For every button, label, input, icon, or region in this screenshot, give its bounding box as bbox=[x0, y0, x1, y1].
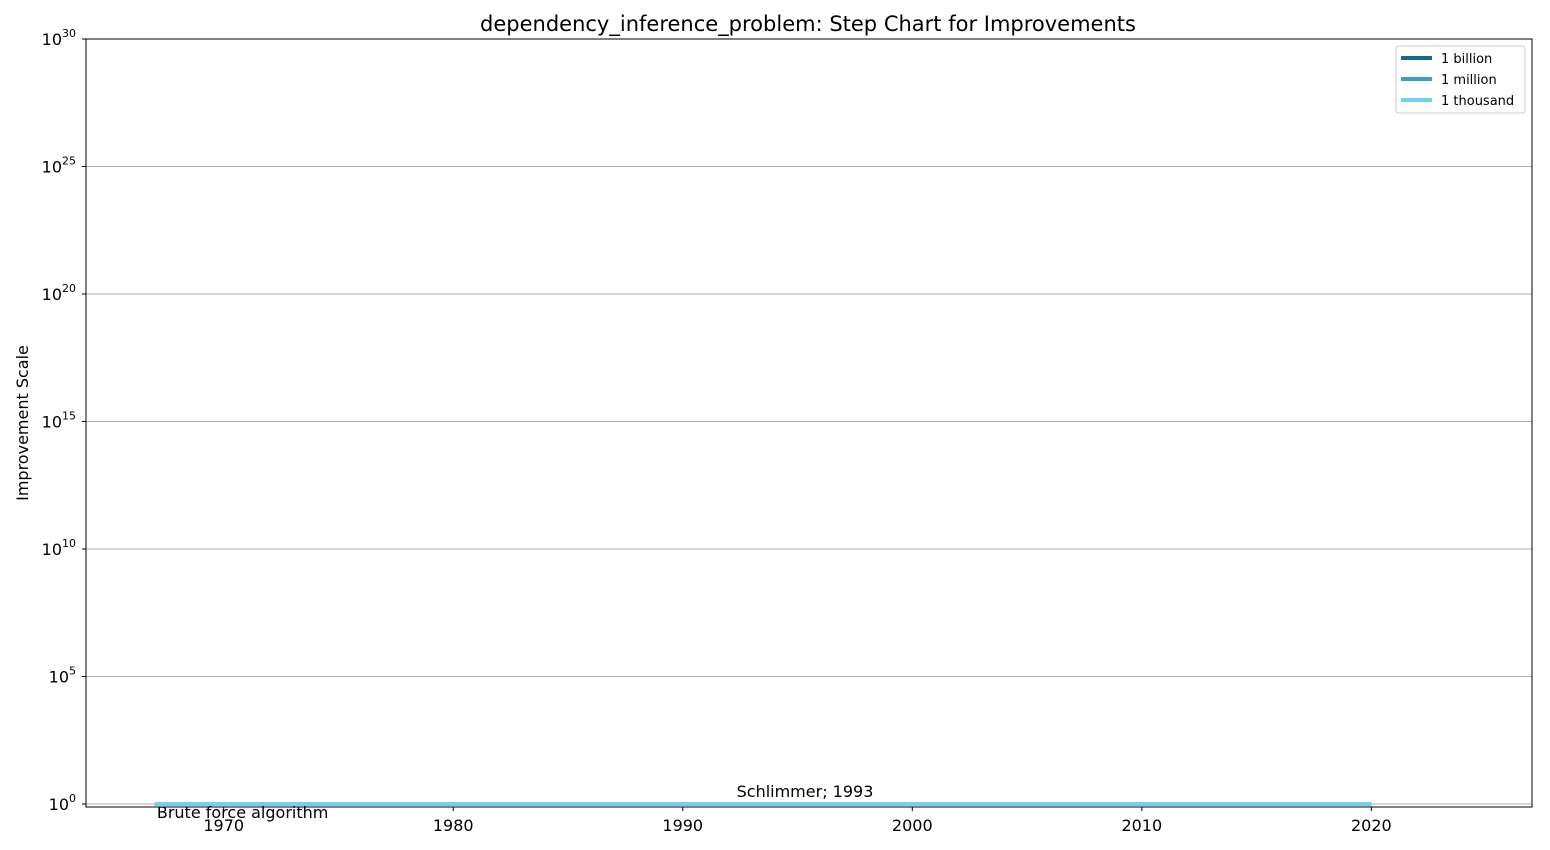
x-tick-label: 1970 bbox=[203, 816, 244, 835]
y-tick-label: 1030 bbox=[42, 27, 76, 49]
y-tick-label: 100 bbox=[49, 792, 76, 814]
y-tick-label: 1020 bbox=[42, 282, 76, 304]
plot-frame bbox=[85, 38, 1533, 808]
legend-label: 1 million bbox=[1441, 73, 1497, 88]
chart-title: dependency_inference_problem: Step Chart… bbox=[480, 12, 1136, 37]
legend-label: 1 thousand bbox=[1441, 94, 1514, 109]
y-axis-label: Improvement Scale bbox=[13, 345, 32, 501]
legend-box bbox=[1395, 45, 1526, 114]
legend-label: 1 billion bbox=[1441, 52, 1492, 67]
annotation-label: Brute force algorithm bbox=[157, 803, 329, 822]
y-axis-ticks: 100 105 1010 1015 1020 1025 1030 bbox=[42, 27, 86, 814]
x-axis-ticks: 1970 1980 1990 2000 2010 2020 bbox=[203, 807, 1392, 835]
annotations: Brute force algorithm Schlimmer; 1993 bbox=[157, 782, 874, 822]
x-tick-label: 1990 bbox=[662, 816, 703, 835]
x-tick-label: 2000 bbox=[892, 816, 933, 835]
y-tick-label: 1015 bbox=[42, 410, 76, 432]
y-tick-label: 1010 bbox=[42, 537, 76, 559]
annotation-label: Schlimmer; 1993 bbox=[737, 782, 874, 801]
y-tick-label: 105 bbox=[49, 665, 76, 687]
x-tick-label: 2010 bbox=[1121, 816, 1162, 835]
y-tick-label: 1025 bbox=[42, 155, 76, 177]
legend: 1 billion 1 million 1 thousand bbox=[1395, 45, 1526, 114]
plot-background bbox=[86, 39, 1532, 807]
x-tick-label: 2020 bbox=[1351, 816, 1392, 835]
x-tick-label: 1980 bbox=[433, 816, 474, 835]
